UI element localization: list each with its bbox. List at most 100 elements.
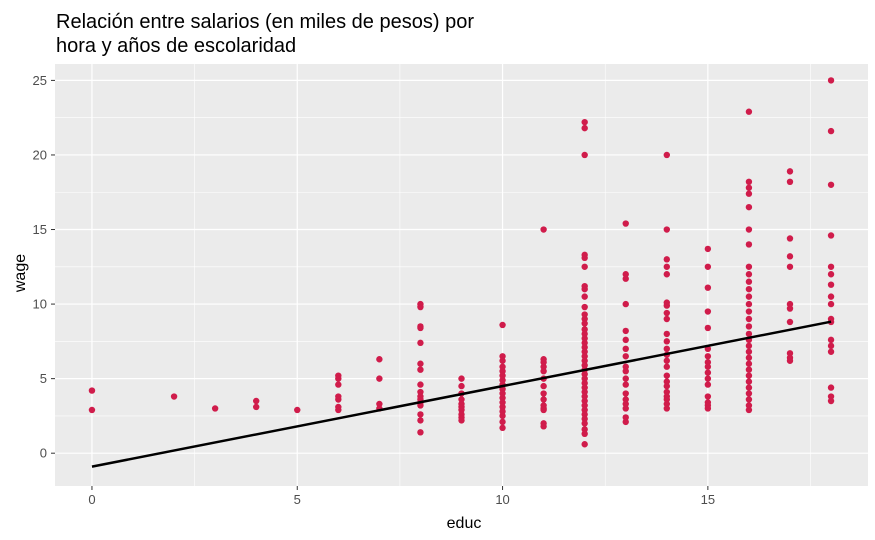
- data-point: [581, 397, 588, 405]
- data-point: [581, 326, 588, 333]
- data-point: [540, 406, 547, 414]
- x-tick-label: 10: [495, 492, 509, 507]
- data-point: [581, 285, 588, 293]
- data-point: [499, 408, 506, 415]
- data-point: [663, 400, 671, 408]
- data-point: [417, 429, 424, 436]
- data-point: [540, 226, 547, 233]
- data-point: [581, 118, 588, 126]
- data-point: [581, 330, 588, 338]
- data-point: [745, 396, 753, 403]
- data-point: [499, 376, 506, 384]
- data-point: [745, 203, 753, 211]
- data-point: [417, 303, 424, 311]
- data-point: [745, 372, 753, 379]
- data-point: [827, 281, 835, 288]
- data-point: [417, 411, 424, 418]
- data-point: [786, 300, 794, 308]
- data-point: [827, 271, 835, 278]
- data-point: [581, 406, 588, 414]
- data-point: [581, 379, 588, 387]
- data-point: [663, 330, 671, 338]
- y-tick-label: 20: [33, 147, 47, 162]
- x-axis-title: educ: [447, 515, 482, 532]
- data-point: [704, 284, 712, 291]
- data-point: [827, 393, 835, 400]
- x-tick-label: 0: [88, 492, 95, 507]
- data-point: [663, 372, 671, 379]
- data-point: [745, 366, 753, 373]
- data-point: [252, 403, 260, 411]
- data-point: [581, 388, 588, 396]
- data-point: [745, 271, 753, 278]
- data-point: [581, 293, 588, 300]
- data-point: [786, 178, 794, 186]
- data-point: [458, 406, 465, 414]
- data-point: [417, 388, 424, 396]
- data-point: [663, 263, 671, 270]
- data-point: [622, 336, 629, 344]
- data-point: [622, 414, 629, 421]
- chart-title-line-1: Relación entre salarios (en miles de pes…: [56, 11, 474, 33]
- data-point: [581, 402, 588, 409]
- data-point: [704, 405, 712, 412]
- data-point: [704, 324, 712, 332]
- data-point: [663, 151, 671, 159]
- data-point: [622, 271, 629, 278]
- data-point: [417, 402, 424, 409]
- data-point: [663, 256, 671, 263]
- data-point: [499, 357, 506, 364]
- y-tick-label: 25: [33, 73, 47, 88]
- data-point: [827, 77, 835, 84]
- data-point: [704, 308, 712, 315]
- data-point: [417, 360, 424, 367]
- data-point: [827, 336, 835, 344]
- data-point: [745, 293, 753, 300]
- data-point: [745, 178, 753, 186]
- data-point: [663, 338, 671, 345]
- data-point: [499, 321, 506, 329]
- data-point: [827, 348, 835, 355]
- data-point: [581, 441, 588, 448]
- data-point: [622, 367, 629, 375]
- data-point: [581, 254, 588, 262]
- data-point: [663, 309, 671, 317]
- data-point: [704, 263, 712, 270]
- data-point: [581, 151, 588, 159]
- data-point: [622, 381, 629, 388]
- y-tick-label: 15: [33, 222, 47, 237]
- data-point: [581, 426, 588, 433]
- data-point: [704, 363, 712, 370]
- data-point: [745, 390, 753, 397]
- data-point: [417, 366, 424, 373]
- data-point: [745, 378, 753, 385]
- chart-title-line-2: hora y años de escolaridad: [56, 35, 296, 57]
- data-point: [622, 418, 629, 426]
- data-point: [663, 405, 671, 412]
- data-point: [745, 348, 753, 355]
- data-point: [663, 302, 671, 309]
- data-point: [745, 308, 753, 315]
- data-point: [786, 350, 794, 357]
- data-point: [827, 342, 835, 350]
- data-point: [663, 363, 671, 370]
- data-point: [786, 263, 794, 270]
- data-point: [663, 378, 671, 385]
- data-point: [417, 324, 424, 332]
- data-point: [499, 424, 506, 432]
- y-tick-label: 0: [40, 446, 47, 461]
- data-point: [622, 353, 629, 360]
- data-point: [581, 124, 588, 132]
- data-point: [170, 393, 178, 400]
- data-point: [499, 418, 506, 426]
- data-point: [745, 241, 753, 248]
- data-point: [581, 311, 588, 318]
- data-point: [745, 342, 753, 350]
- data-point: [704, 353, 712, 360]
- data-point: [745, 323, 753, 330]
- data-point: [540, 363, 547, 370]
- data-point: [704, 393, 712, 400]
- data-point: [581, 263, 588, 270]
- data-point: [458, 382, 465, 390]
